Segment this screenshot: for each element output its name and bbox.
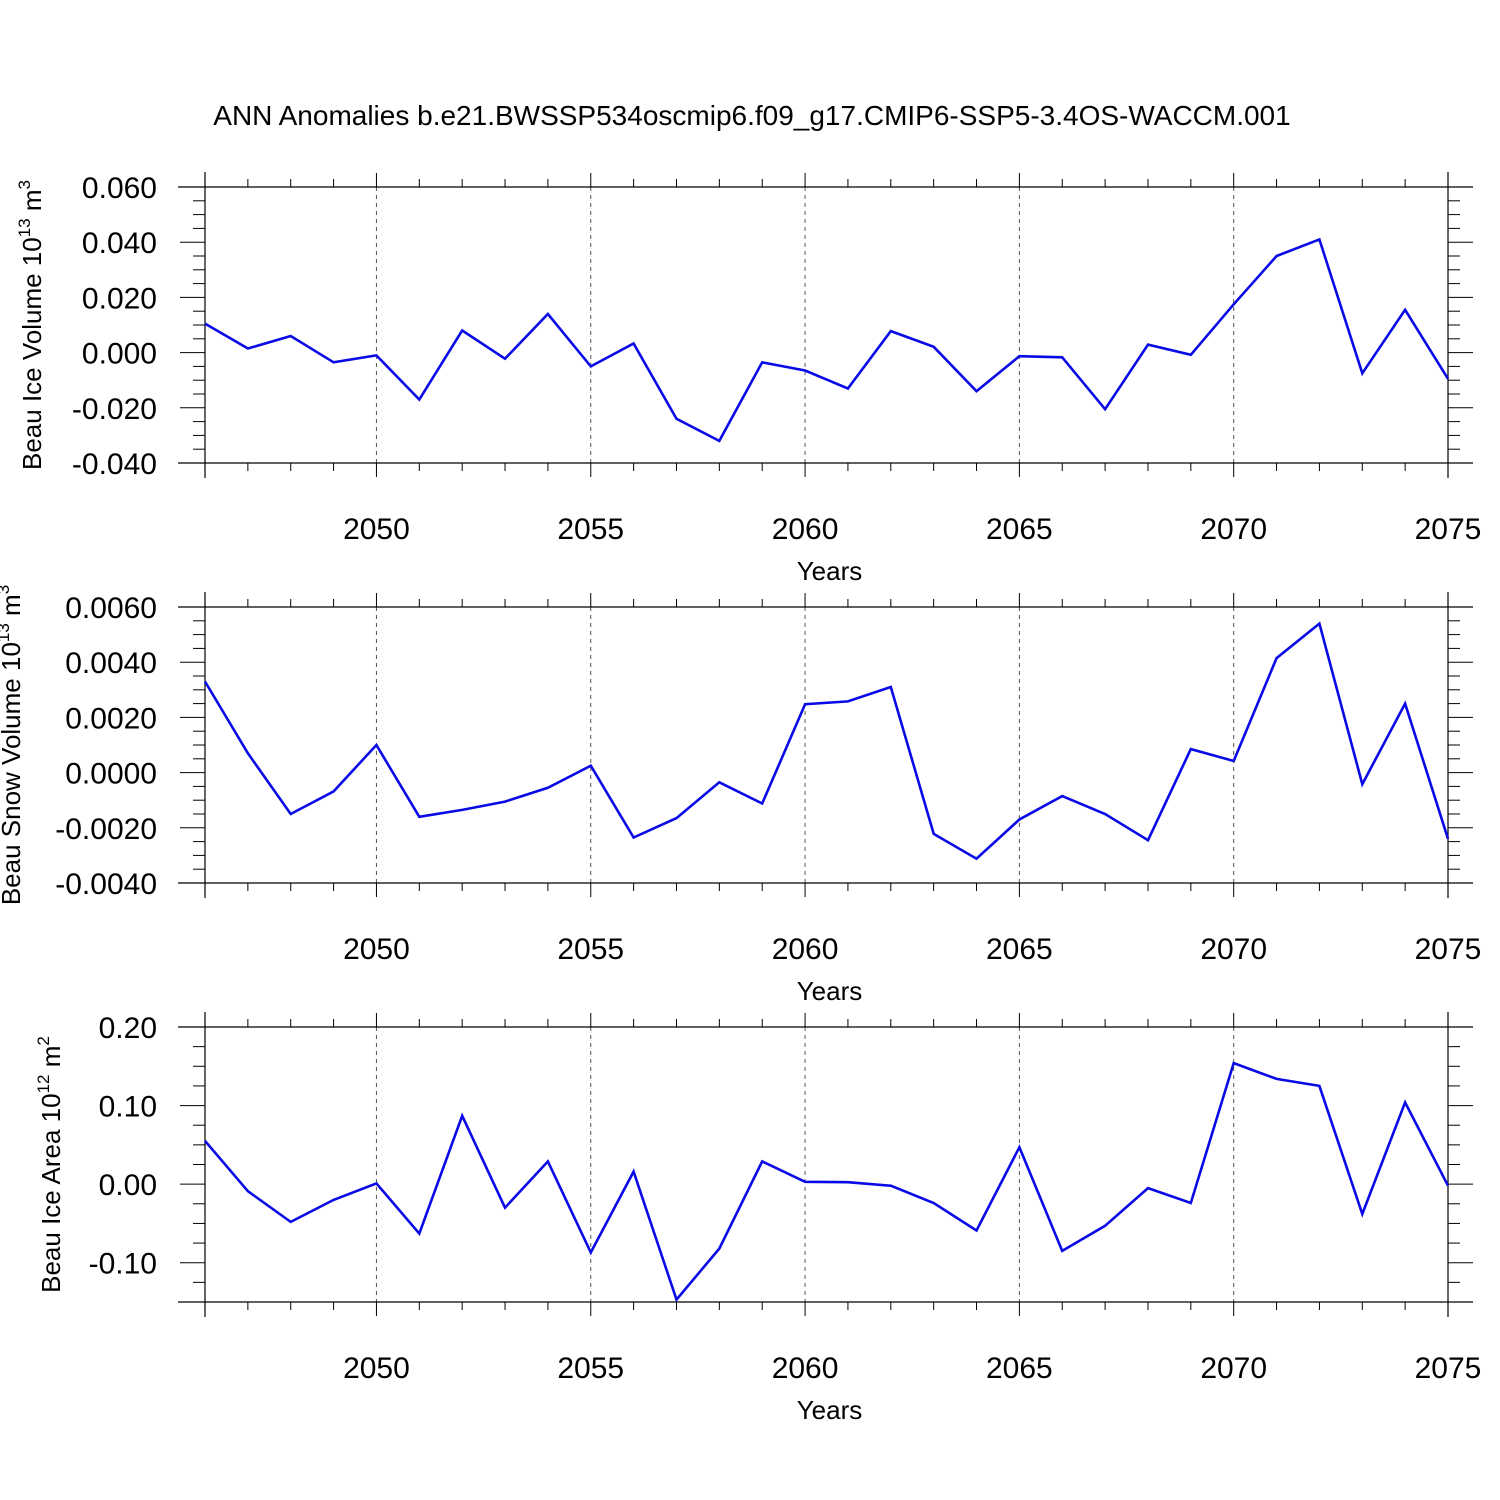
x-axis-label: Years bbox=[797, 1395, 863, 1425]
panels: 2050 2055 2060 2065 2070 2075 Years -0.040 -0.02… bbox=[0, 172, 1481, 1425]
y-tick-label: 0.000 bbox=[82, 338, 157, 371]
y-tick-label: 0.20 bbox=[99, 1012, 157, 1045]
x-tick-label: 2060 bbox=[772, 933, 839, 966]
y-tick-label: -0.0020 bbox=[55, 813, 157, 846]
y-tick-label: -0.020 bbox=[72, 393, 157, 426]
x-tick-label: 2055 bbox=[557, 513, 624, 546]
y-axis-label: Beau Ice Area 1012 m2 bbox=[34, 1036, 66, 1293]
x-tick-label: 2065 bbox=[986, 513, 1053, 546]
panel-1: 2050 2055 2060 2065 2070 2075 Years -0.040 -0.02… bbox=[15, 172, 1481, 586]
y-tick-label: 0.020 bbox=[82, 282, 157, 315]
x-tick-label: 2050 bbox=[343, 933, 410, 966]
x-tick-label: 2060 bbox=[772, 1352, 839, 1385]
x-tick-label: 2075 bbox=[1415, 1352, 1482, 1385]
x-tick-label: 2060 bbox=[772, 513, 839, 546]
series-line bbox=[204, 1061, 1450, 1303]
x-tick-label: 2075 bbox=[1415, 513, 1482, 546]
figure-title: ANN Anomalies b.e21.BWSSP534oscmip6.f09_… bbox=[213, 100, 1290, 131]
y-tick-label: 0.0040 bbox=[65, 647, 157, 680]
x-tick-label: 2070 bbox=[1200, 513, 1267, 546]
y-tick-label: 0.040 bbox=[82, 227, 157, 260]
y-tick-label: -0.040 bbox=[72, 448, 157, 481]
y-tick-label: -0.10 bbox=[89, 1248, 157, 1281]
x-tick-label: 2070 bbox=[1200, 1352, 1267, 1385]
y-tick-label: 0.0060 bbox=[65, 592, 157, 625]
y-axis-label: Beau Snow Volume 1013 m3 bbox=[0, 585, 26, 905]
x-tick-label: 2075 bbox=[1415, 933, 1482, 966]
panel-3: 2050 2055 2060 2065 2070 2075 Years -0.10 0.00 0.… bbox=[34, 1012, 1481, 1425]
y-tick-label: 0.0020 bbox=[65, 702, 157, 735]
y-tick-label: -0.0040 bbox=[55, 868, 157, 901]
x-tick-label: 2055 bbox=[557, 1352, 624, 1385]
series-line bbox=[203, 621, 1450, 861]
series-line bbox=[204, 237, 1450, 443]
x-tick-label: 2065 bbox=[986, 1352, 1053, 1385]
x-axis-label: Years bbox=[797, 556, 863, 586]
y-axis-label: Beau Ice Volume 1013 m3 bbox=[15, 180, 47, 470]
y-tick-label: 0.10 bbox=[99, 1091, 157, 1124]
x-axis-label: Years bbox=[797, 976, 863, 1006]
y-tick-label: 0.00 bbox=[99, 1169, 157, 1202]
x-tick-label: 2050 bbox=[343, 513, 410, 546]
x-tick-label: 2055 bbox=[557, 933, 624, 966]
x-tick-label: 2050 bbox=[343, 1352, 410, 1385]
panel-2: 2050 2055 2060 2065 2070 2075 Years -0.0040 -0.0… bbox=[0, 585, 1481, 1006]
y-tick-label: 0.0000 bbox=[65, 758, 157, 791]
y-tick-label: 0.060 bbox=[82, 172, 157, 205]
x-tick-label: 2065 bbox=[986, 933, 1053, 966]
x-tick-label: 2070 bbox=[1200, 933, 1267, 966]
